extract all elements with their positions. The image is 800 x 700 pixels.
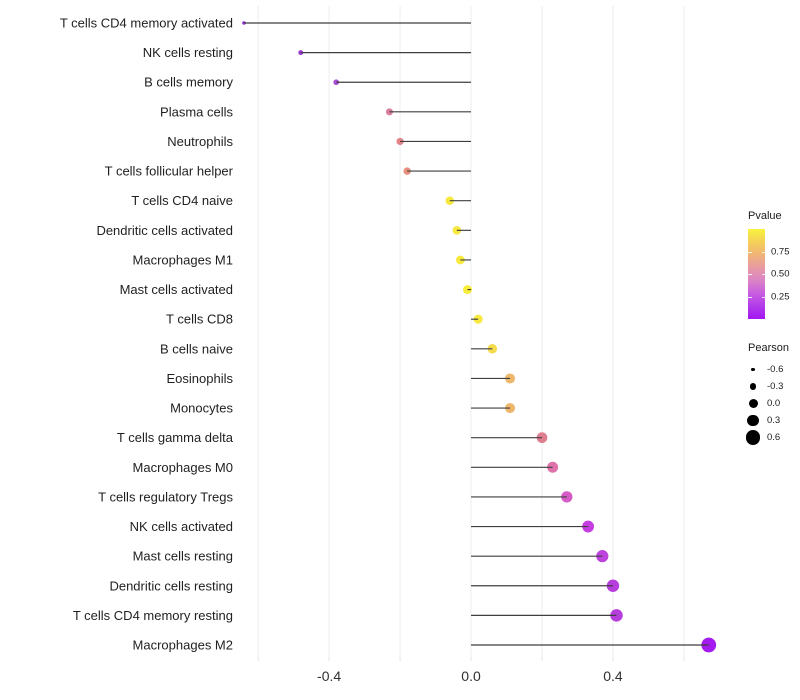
- colorbar-tick-mark: [748, 251, 752, 253]
- x-tick-label: -0.4: [317, 668, 341, 684]
- category-label: B cells naive: [160, 341, 233, 356]
- colorbar-tick-label: 0.25: [771, 291, 790, 302]
- pvalue-legend: Pvalue 0.75 0.50 0.25: [742, 210, 800, 319]
- pearson-key-dot: [747, 414, 759, 427]
- category-label: Eosinophils: [167, 371, 234, 386]
- category-label: Plasma cells: [160, 104, 233, 119]
- colorbar-tick-label: 0.75: [771, 246, 790, 257]
- pearson-key-dot-cell: [742, 383, 764, 390]
- pearson-legend-title: Pearson: [748, 342, 789, 354]
- pearson-key-label: 0.3: [767, 415, 781, 426]
- category-label: NK cells resting: [143, 45, 233, 60]
- category-label: T cells follicular helper: [105, 164, 234, 179]
- category-label: Neutrophils: [167, 134, 233, 149]
- pearson-legend: Pearson -0.6 -0.3 0.0 0.3 0.6: [742, 342, 800, 446]
- colorbar-tick-mark: [761, 296, 765, 298]
- category-label: Macrophages M1: [133, 252, 233, 267]
- category-label: T cells regulatory Tregs: [98, 489, 233, 504]
- pearson-key-label: 0.6: [767, 432, 781, 443]
- category-label: Mast cells activated: [120, 282, 233, 297]
- category-label: NK cells activated: [130, 519, 233, 534]
- pearson-size-key: -0.6 -0.3 0.0 0.3 0.6: [742, 361, 800, 446]
- pearson-key-dot: [749, 383, 757, 390]
- category-label: Macrophages M0: [133, 460, 233, 475]
- pearson-key-dot-cell: [742, 399, 764, 408]
- pearson-key-label: 0.0: [767, 398, 781, 409]
- colorbar-tick-label: 0.50: [771, 268, 790, 280]
- pearson-key-item: -0.3: [742, 378, 800, 395]
- pearson-key-item: 0.6: [742, 429, 800, 446]
- colorbar-tick-mark: [761, 274, 765, 275]
- lollipop-dot: [403, 167, 411, 175]
- pearson-key-item: -0.6: [742, 361, 800, 378]
- colorbar-tick-mark: [761, 251, 765, 253]
- pearson-key-dot-cell: [742, 430, 764, 445]
- pvalue-legend-title: Pvalue: [748, 210, 782, 222]
- category-label: T cells CD4 memory activated: [60, 16, 233, 31]
- category-label: T cells CD8: [166, 312, 233, 327]
- pearson-key-item: 0.0: [742, 395, 800, 412]
- x-tick-label: 0.4: [603, 668, 623, 684]
- category-label: T cells gamma delta: [117, 430, 234, 445]
- pearson-key-label: -0.3: [767, 381, 784, 392]
- category-label: Mast cells resting: [133, 549, 233, 564]
- category-label: Dendritic cells activated: [96, 223, 233, 238]
- category-label: T cells CD4 memory resting: [73, 608, 233, 623]
- pearson-key-label: -0.6: [767, 364, 784, 375]
- category-label: T cells CD4 naive: [131, 193, 233, 208]
- pearson-key-dot-cell: [742, 367, 764, 372]
- category-label: Macrophages M2: [133, 638, 233, 653]
- pearson-key-item: 0.3: [742, 412, 800, 429]
- pvalue-colorbar: [748, 229, 765, 319]
- x-tick-label: 0.0: [461, 668, 481, 684]
- pvalue-colorbar-labels: 0.75 0.50 0.25: [765, 229, 799, 319]
- pearson-key-dot: [748, 399, 758, 408]
- category-label: Dendritic cells resting: [109, 578, 233, 593]
- pearson-key-dot: [751, 367, 755, 372]
- category-label: Monocytes: [170, 401, 233, 416]
- colorbar-tick-mark: [748, 296, 752, 298]
- pearson-key-dot-cell: [742, 414, 764, 427]
- colorbar-tick-mark: [748, 274, 752, 275]
- pearson-key-dot: [745, 430, 761, 445]
- category-label: B cells memory: [144, 75, 233, 90]
